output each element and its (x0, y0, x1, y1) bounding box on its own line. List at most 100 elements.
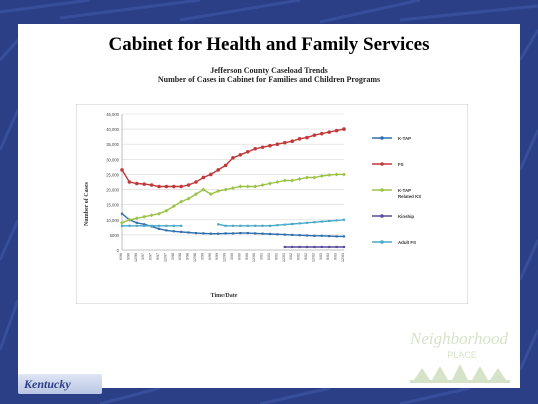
data-point (268, 143, 272, 148)
data-point (142, 182, 146, 186)
caseload-chart: 0 5000 10,000 15,000 20,000 25,000 30,000 35,00… (76, 104, 468, 304)
data-point (268, 224, 272, 227)
data-point (335, 219, 338, 222)
legend-label: Related KS (398, 194, 421, 199)
y-tick-label: 15,000 (106, 203, 119, 208)
legend-label: FS (398, 162, 404, 167)
data-point (217, 223, 220, 226)
legend-marker (380, 162, 384, 166)
data-point (290, 139, 294, 143)
data-point (291, 222, 294, 226)
data-point (253, 184, 258, 189)
data-point (275, 142, 280, 147)
legend-marker (380, 214, 384, 218)
legend-label: Kinship (398, 214, 414, 219)
data-point (149, 183, 154, 187)
x-tick-label: 3/97 (141, 253, 145, 260)
data-point (319, 173, 324, 178)
data-point (164, 208, 169, 213)
data-point (217, 232, 220, 235)
data-point (327, 173, 332, 178)
x-tick-label: 9/03 (334, 253, 338, 260)
y-tick-label: 40,000 (106, 127, 119, 132)
data-point (165, 224, 168, 227)
data-point (328, 234, 331, 238)
data-point (209, 232, 212, 235)
data-point (157, 184, 161, 189)
x-tick-label: 9/98 (186, 253, 190, 260)
data-point (335, 235, 338, 238)
data-point (298, 222, 301, 225)
data-point (172, 224, 175, 227)
data-point (283, 140, 287, 145)
data-point (276, 224, 279, 227)
data-point (254, 224, 257, 227)
data-point (283, 233, 286, 236)
slide-title: Cabinet for Health and Family Services (108, 34, 430, 55)
data-point (239, 231, 242, 235)
x-tick-label: 12/97 (163, 253, 167, 262)
chart-subtitle: Number of Cases in Cabinet for Families … (157, 75, 381, 84)
x-tick-label: 12/98 (193, 253, 197, 262)
data-point (320, 220, 323, 223)
neighborhood-logo-text: Neighborhood (409, 329, 508, 348)
data-point (298, 234, 301, 237)
data-point (143, 223, 146, 226)
data-point (328, 219, 331, 223)
data-point (261, 224, 264, 227)
neighborhood-place-logo: Neighborhood PLACE (409, 329, 510, 383)
y-tick-label: 35,000 (106, 142, 119, 147)
data-point (216, 189, 221, 194)
data-point (261, 232, 264, 235)
data-point (305, 221, 309, 224)
data-point (275, 180, 280, 184)
x-tick-label: 6/03 (326, 253, 330, 260)
x-tick-label: 6/00 (237, 253, 241, 260)
data-point (134, 216, 139, 221)
x-tick-label: 3/98 (171, 253, 175, 260)
data-point (283, 223, 286, 226)
data-point (342, 235, 346, 238)
data-point (260, 183, 265, 188)
data-point (180, 230, 183, 233)
data-point (120, 224, 124, 227)
data-point (231, 186, 235, 191)
data-point (224, 232, 227, 235)
data-point (291, 233, 294, 236)
data-point (157, 224, 161, 227)
data-point (320, 234, 323, 237)
chart-frame (76, 104, 468, 304)
y-tick-label: 10,000 (106, 218, 119, 223)
place-logo-text: PLACE (447, 350, 477, 360)
data-point (313, 245, 316, 249)
data-point (120, 168, 124, 172)
data-point (187, 231, 190, 234)
data-point (268, 232, 272, 236)
x-tick-label: 9/02 (304, 253, 308, 260)
data-point (127, 180, 132, 184)
data-point (171, 204, 176, 209)
data-point (297, 176, 302, 181)
data-point (335, 245, 338, 249)
data-point (276, 233, 279, 236)
data-point (179, 184, 183, 189)
data-point (135, 181, 139, 186)
data-point (186, 196, 191, 201)
data-point (186, 183, 191, 187)
data-point (283, 245, 286, 249)
y-tick-label: 20,000 (106, 188, 119, 193)
legend-label: K-TAP (398, 188, 411, 193)
data-point (172, 230, 175, 233)
data-point (120, 212, 124, 215)
chart-title: Jefferson County Caseload Trends (210, 66, 328, 75)
kentucky-logo: Kentucky (18, 374, 102, 394)
data-point (253, 146, 257, 151)
x-tick-label: 6/97 (149, 253, 153, 260)
data-point (342, 218, 346, 221)
data-point (180, 224, 183, 227)
legend-marker (380, 188, 384, 192)
data-point (231, 232, 235, 235)
x-tick-label: 3/99 (200, 253, 204, 260)
x-tick-label: 12/00 (252, 253, 256, 262)
data-point (194, 180, 198, 184)
